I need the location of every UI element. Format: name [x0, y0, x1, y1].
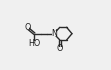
Text: HO: HO: [28, 39, 40, 48]
Text: O: O: [57, 44, 63, 53]
FancyBboxPatch shape: [52, 32, 56, 36]
FancyBboxPatch shape: [26, 26, 29, 30]
FancyBboxPatch shape: [32, 41, 37, 45]
Text: O: O: [24, 23, 31, 32]
Text: N: N: [51, 29, 57, 38]
FancyBboxPatch shape: [58, 47, 62, 51]
